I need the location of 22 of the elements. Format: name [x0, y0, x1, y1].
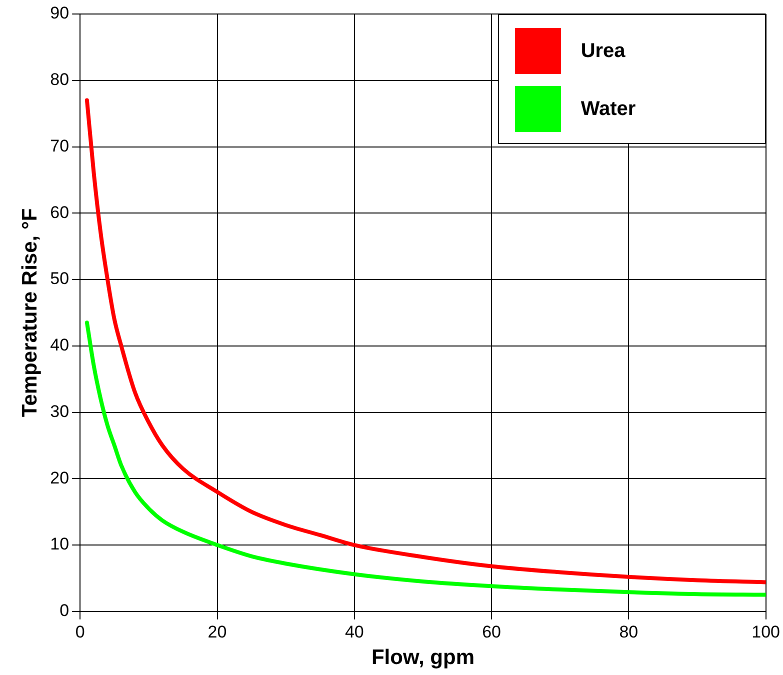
y-tick-label: 90 [50, 4, 70, 23]
y-tick-label: 80 [50, 70, 70, 90]
y-axis-title: Temperature Rise, °F [18, 208, 42, 418]
x-tick-label: 100 [752, 622, 780, 642]
line-series [84, 98, 766, 584]
y-tick-label: 70 [50, 136, 70, 156]
y-tick-label: 60 [50, 202, 70, 222]
x-tick-label: 20 [208, 622, 227, 642]
y-tick-label: 30 [50, 402, 70, 421]
x-tick-label: 80 [619, 622, 638, 642]
x-axis-title: Flow, gpm [371, 646, 474, 670]
x-tick-label: 0 [75, 622, 85, 642]
legend-label: Urea [580, 40, 626, 62]
x-tick-label: 40 [344, 622, 364, 642]
legend-label: Water [580, 98, 636, 120]
y-tick-label: 0 [60, 601, 70, 620]
line-series [84, 320, 766, 597]
y-tick-label: 20 [50, 468, 70, 488]
x-tick-label: 60 [482, 622, 501, 642]
y-tick-label: 10 [50, 534, 70, 554]
y-tick-label: 40 [50, 336, 70, 355]
y-tick-label: 50 [50, 269, 70, 288]
